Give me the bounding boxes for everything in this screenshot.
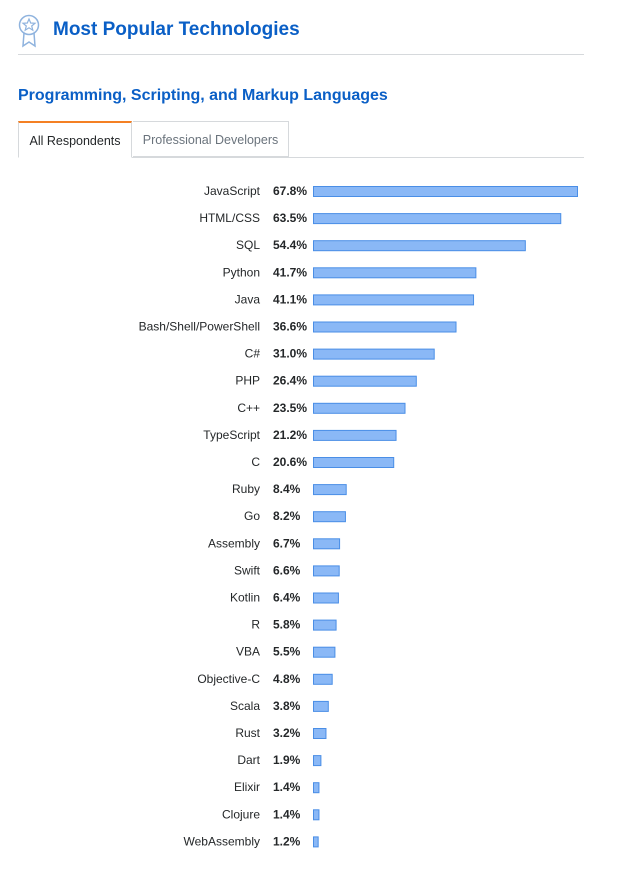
category-label: Scala (230, 699, 260, 713)
category-label: Dart (237, 753, 260, 767)
category-label: PHP (235, 374, 260, 388)
bar-swift (313, 565, 340, 577)
page-header: Most Popular Technologies (18, 12, 584, 55)
tab-professional-developers[interactable]: Professional Developers (133, 121, 289, 157)
value-label: 41.1% (273, 292, 307, 306)
category-label: WebAssembly (184, 834, 260, 848)
bar-elixir (313, 782, 320, 794)
category-label: Kotlin (230, 591, 260, 605)
value-label: 1.2% (273, 834, 301, 848)
category-label: R (251, 618, 260, 632)
bar-html-css (313, 213, 562, 225)
category-label: Bash/Shell/PowerShell (139, 320, 260, 334)
value-label: 1.9% (273, 753, 301, 767)
bar-php (313, 375, 417, 387)
value-label: 1.4% (273, 780, 301, 794)
category-label: C (251, 455, 260, 469)
value-label: 6.6% (273, 563, 301, 577)
category-label: Swift (234, 563, 261, 577)
value-label: 63.5% (273, 211, 307, 225)
languages-bar-chart: JavaScript 67.8% HTML/CSS 63.5% SQL 54.4% Pyth… (139, 184, 578, 848)
category-label: C# (245, 347, 261, 361)
value-label: 21.2% (273, 428, 307, 442)
bar-java (313, 294, 475, 306)
category-label: JavaScript (204, 184, 261, 198)
value-label: 8.2% (273, 509, 301, 523)
category-label: TypeScript (203, 428, 260, 442)
category-label: Python (223, 265, 260, 279)
bar-r (313, 619, 337, 631)
category-label: Rust (235, 726, 260, 740)
value-label: 41.7% (273, 265, 307, 279)
bar-sql (313, 240, 526, 252)
bar-c- (313, 348, 435, 360)
category-label: SQL (236, 238, 260, 252)
value-label: 6.7% (273, 536, 301, 550)
value-label: 8.4% (273, 482, 301, 496)
bar-ruby (313, 484, 347, 496)
category-label: Ruby (232, 482, 260, 496)
value-label: 5.8% (273, 618, 301, 632)
page-title: Most Popular Technologies (53, 19, 300, 40)
category-label: HTML/CSS (199, 211, 260, 225)
bar-scala (313, 700, 329, 712)
category-label: Clojure (222, 807, 260, 821)
bar-go (313, 511, 346, 523)
bar-typescript (313, 429, 397, 441)
bar-bash-shell-powershell (313, 321, 457, 333)
respondent-tabs: All Respondents Professional Developers (18, 121, 584, 158)
category-label: Elixir (234, 780, 260, 794)
value-label: 3.8% (273, 699, 301, 713)
bar-python (313, 267, 477, 279)
value-label: 5.5% (273, 645, 301, 659)
value-label: 26.4% (273, 374, 307, 388)
bar-dart (313, 755, 322, 767)
section-title: Programming, Scripting, and Markup Langu… (18, 87, 388, 104)
value-label: 36.6% (273, 320, 307, 334)
value-label: 23.5% (273, 401, 307, 415)
bar-javascript (313, 186, 578, 197)
bar-kotlin (313, 592, 339, 604)
value-label: 6.4% (273, 591, 301, 605)
bar-objective-c (313, 673, 333, 685)
category-label: C++ (237, 401, 260, 415)
value-label: 3.2% (273, 726, 301, 740)
category-label: Go (244, 509, 260, 523)
category-label: Objective-C (197, 672, 260, 686)
bar-clojure (313, 809, 320, 821)
bar-rust (313, 728, 327, 739)
value-label: 67.8% (273, 184, 307, 198)
bar-assembly (313, 538, 341, 550)
bar-c- (313, 402, 406, 414)
value-label: 31.0% (273, 347, 307, 361)
value-label: 4.8% (273, 672, 301, 686)
value-label: 1.4% (273, 807, 301, 821)
category-label: Assembly (208, 536, 260, 550)
award-ribbon-icon (18, 14, 40, 48)
category-label: VBA (236, 645, 260, 659)
value-label: 54.4% (273, 238, 307, 252)
tab-all-respondents[interactable]: All Respondents (18, 121, 132, 158)
bar-webassembly (313, 836, 319, 848)
category-label: Java (235, 292, 261, 306)
bar-c (313, 457, 395, 468)
bar-vba (313, 646, 336, 658)
value-label: 20.6% (273, 455, 307, 469)
